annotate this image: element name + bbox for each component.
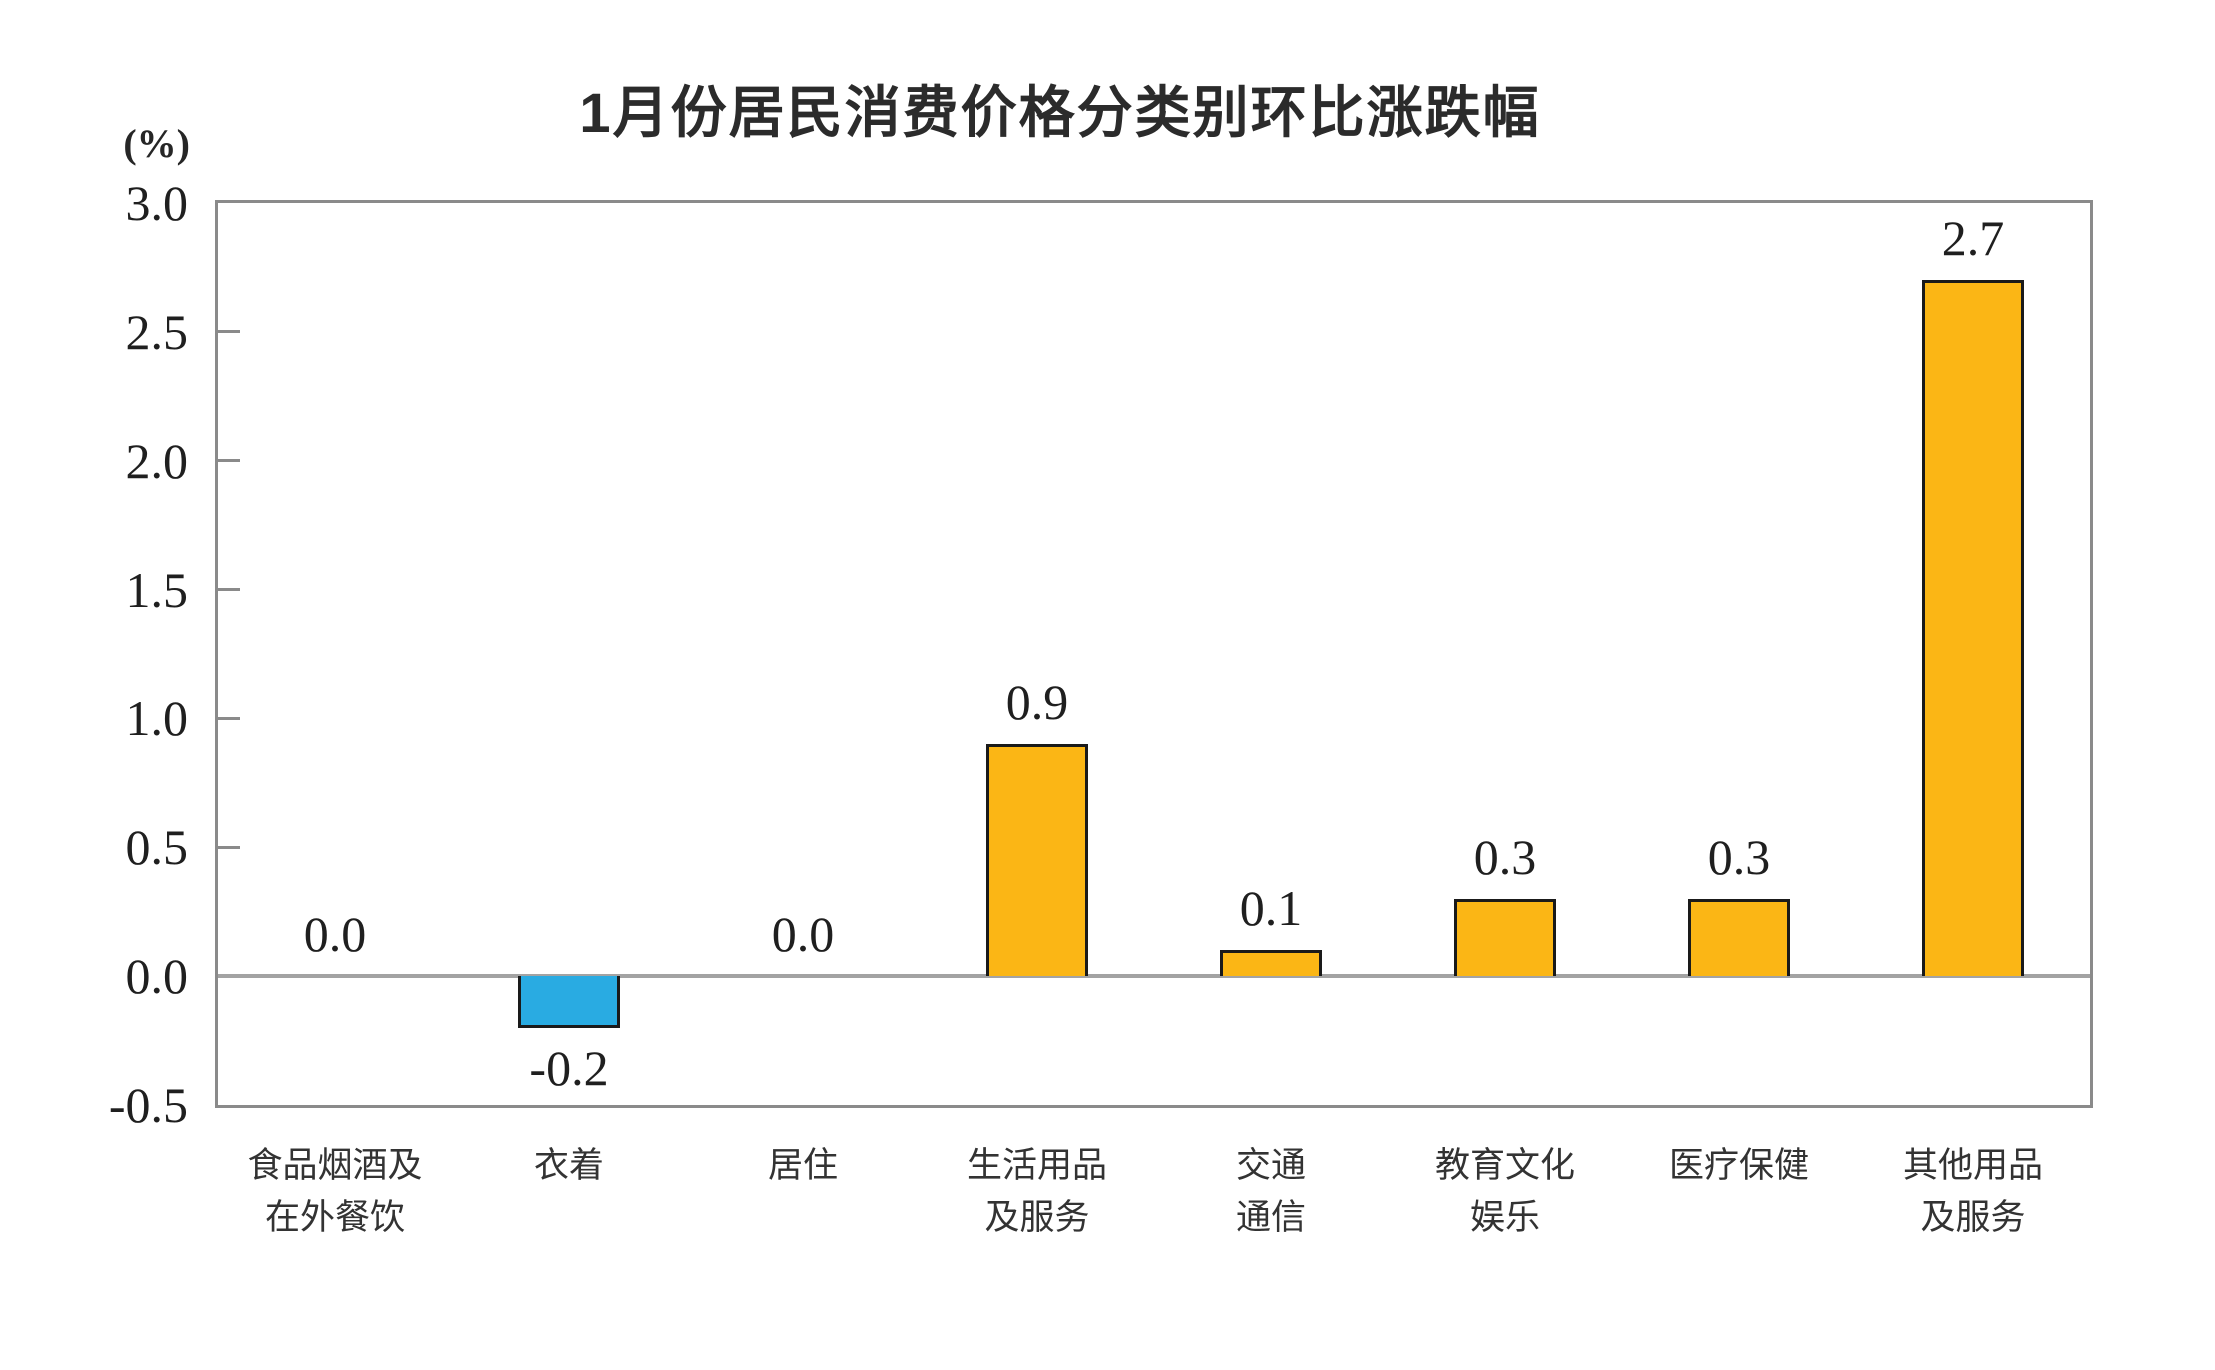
value-label-4: 0.9	[1005, 674, 1069, 731]
value-label-1: 0.0	[303, 906, 367, 963]
y-tick-label-0.5: 0.5	[125, 819, 189, 876]
plot-area	[215, 200, 2093, 1108]
y-tick-label-0.0: 0.0	[125, 948, 189, 1005]
value-label-8: 2.7	[1941, 210, 2005, 267]
y-tick-label-2.5: 2.5	[125, 303, 189, 360]
y-tick-label-3.0: 3.0	[125, 175, 189, 231]
y-tick-label-1.5: 1.5	[125, 561, 189, 618]
value-label-3: 0.0	[771, 906, 835, 963]
value-label-5: 0.1	[1239, 880, 1303, 937]
y-axis-tick-mark	[218, 330, 240, 334]
bar-4	[986, 744, 1088, 977]
zero-axis-line	[218, 974, 2090, 979]
bar-7	[1688, 898, 1790, 977]
value-label-7: 0.3	[1707, 828, 1771, 885]
value-label-2: -0.2	[529, 1039, 609, 1096]
x-category-label-6: 教育文化 娱乐	[1434, 1146, 1575, 1237]
y-axis-unit-label: (%)	[123, 121, 190, 166]
x-category-label-2: 衣着	[533, 1146, 604, 1185]
y-tick-label--0.5: -0.5	[108, 1077, 188, 1133]
x-category-label-5: 交通 通信	[1235, 1146, 1306, 1237]
value-label-6: 0.3	[1473, 828, 1537, 885]
y-axis-tick-mark	[218, 716, 240, 720]
bar-8	[1922, 280, 2024, 977]
chart-title: 1月份居民消费价格分类别环比涨跌幅	[579, 81, 1541, 144]
x-category-label-3: 居住	[767, 1146, 838, 1185]
x-category-label-1: 食品烟酒及 在外餐饮	[247, 1146, 423, 1237]
y-axis-tick-mark	[218, 588, 240, 592]
bar-5	[1220, 950, 1322, 977]
y-axis-tick-mark	[218, 845, 240, 849]
x-category-label-4: 生活用品 及服务	[966, 1146, 1107, 1237]
bar-6	[1454, 898, 1556, 977]
y-axis-tick-mark	[218, 459, 240, 463]
x-category-label-7: 医疗保健	[1668, 1146, 1809, 1185]
y-tick-label-2.0: 2.0	[125, 432, 189, 489]
y-tick-label-1.0: 1.0	[125, 690, 189, 747]
x-category-label-8: 其他用品 及服务	[1902, 1146, 2043, 1237]
bar-2	[518, 976, 620, 1028]
